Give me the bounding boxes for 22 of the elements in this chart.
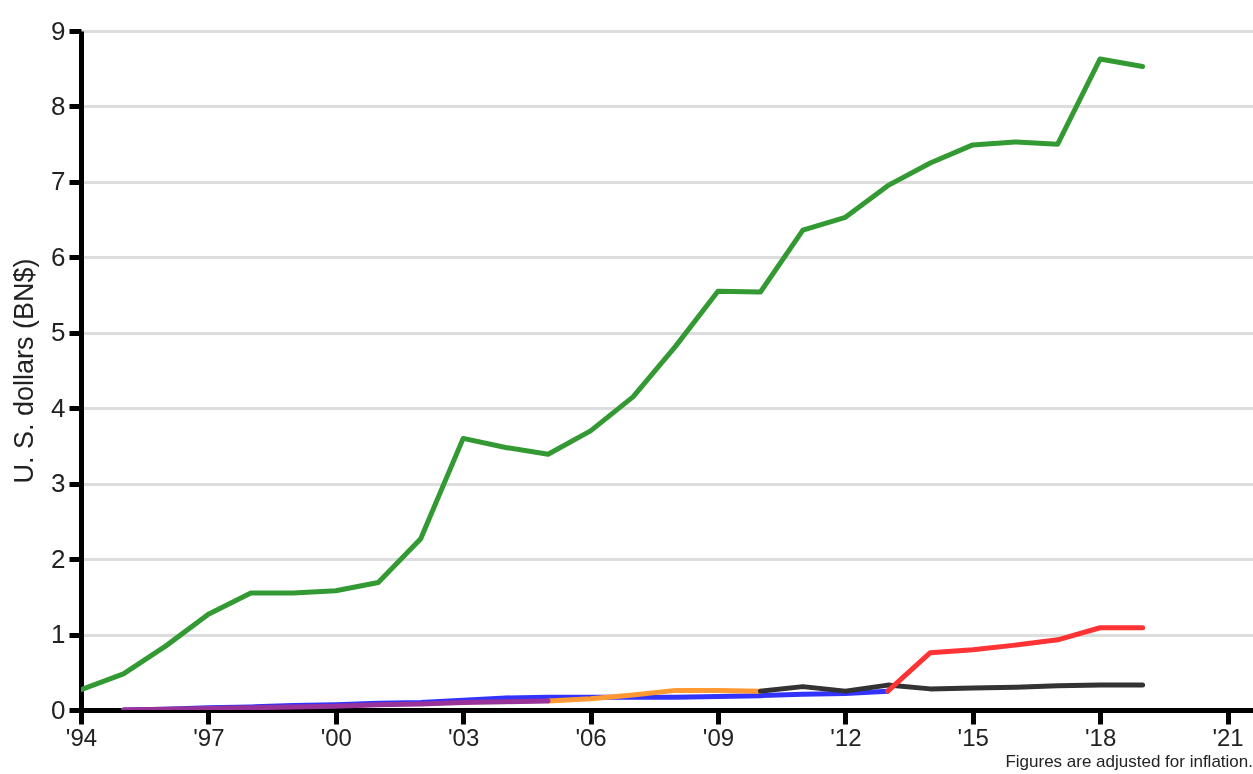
- x-tick-label: '00: [320, 723, 352, 751]
- y-tick-label: 5: [51, 317, 66, 348]
- y-tick-label: 3: [51, 468, 66, 499]
- x-tick-label: '94: [65, 723, 98, 751]
- x-tick-label: '09: [702, 723, 735, 751]
- x-tick-label: '18: [1084, 723, 1117, 751]
- y-tick-label: 8: [51, 90, 66, 121]
- x-tick-label: '15: [957, 723, 989, 751]
- x-tick-label: '12: [830, 723, 862, 751]
- y-axis-title: U. S. dollars (BN$): [9, 258, 40, 484]
- y-tick-label: 6: [51, 241, 66, 272]
- y-tick-label: 7: [51, 166, 66, 197]
- y-tick-label: 0: [51, 694, 66, 725]
- y-tick-label: 2: [51, 543, 66, 574]
- text: Figures are adjusted for inflation.: [1005, 752, 1253, 771]
- y-tick-label: 4: [51, 392, 66, 423]
- x-tick-label: '06: [575, 723, 607, 751]
- x-tick-label: '21: [1212, 723, 1244, 751]
- x-tick-label: '03: [448, 723, 480, 751]
- y-tick-label: 9: [51, 15, 66, 46]
- y-tick-label: 1: [51, 619, 66, 650]
- x-tick-label: '97: [193, 723, 225, 751]
